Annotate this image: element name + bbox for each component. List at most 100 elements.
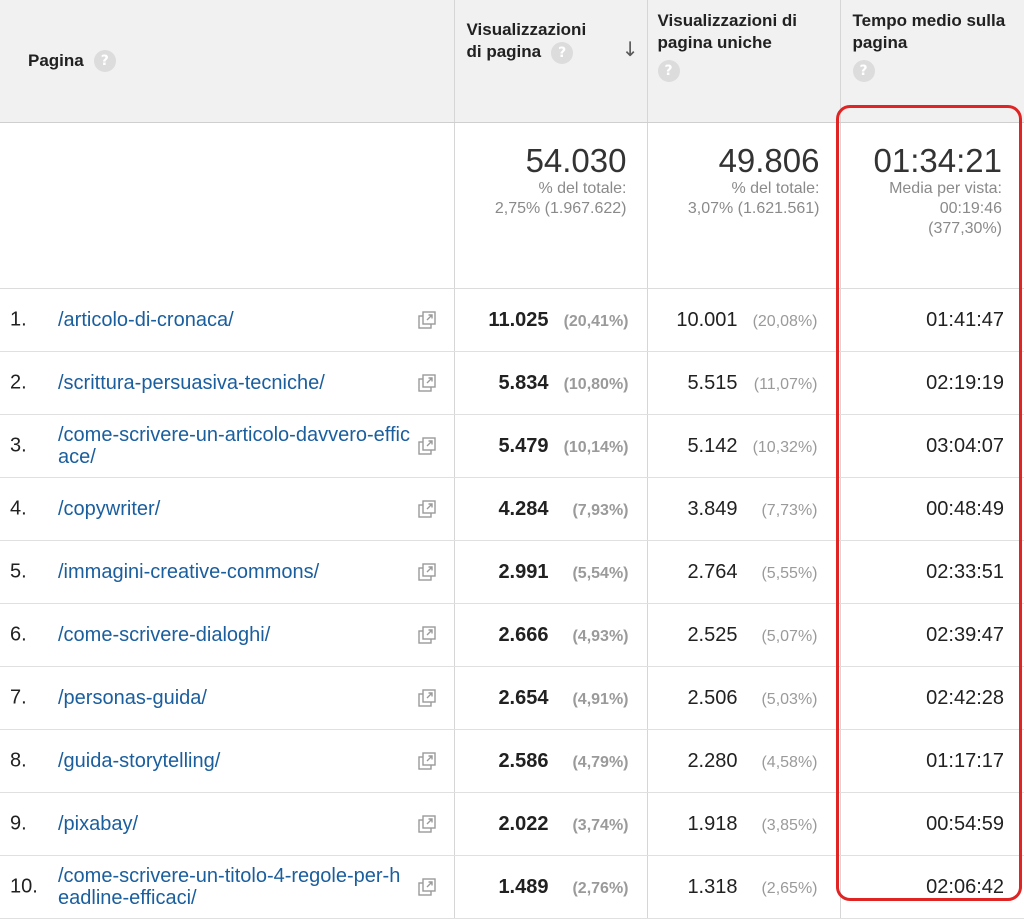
page-link[interactable]: /come-scrivere-dialoghi/ bbox=[58, 624, 271, 646]
avg-time-cell: 01:41:47 bbox=[840, 288, 1024, 352]
unique-pageviews-cell: 1.318 (2,65%) bbox=[647, 855, 841, 919]
column-header-page-label: Pagina bbox=[28, 50, 84, 70]
row-rank: 7. bbox=[10, 686, 27, 709]
pageviews-percent: (2,76%) bbox=[572, 879, 629, 897]
unique-pageviews-value: 1.918 bbox=[687, 812, 738, 835]
pageviews-percent: (20,41%) bbox=[563, 312, 629, 330]
column-header-unique-pageviews[interactable]: Visualizzazioni di pagina uniche ? bbox=[647, 0, 841, 123]
column-header-pageviews-label-1: Visualizzazioni bbox=[466, 20, 587, 39]
unique-pageviews-percent: (7,73%) bbox=[761, 501, 818, 519]
open-in-new-icon[interactable] bbox=[418, 878, 436, 896]
avg-time-value: 03:04:07 bbox=[926, 434, 1004, 457]
unique-pageviews-cell: 2.280 (4,58%) bbox=[647, 729, 841, 793]
table-row: 10. /come-scrivere-un-titolo-4-regole-pe… bbox=[0, 855, 1024, 919]
totals-unique-sub2: 3,07% (1.621.561) bbox=[687, 200, 820, 217]
page-cell: 5. /immagini-creative-commons/ bbox=[0, 540, 455, 604]
unique-pageviews-value: 2.506 bbox=[687, 686, 738, 709]
page-cell: 2. /scrittura-persuasiva-tecniche/ bbox=[0, 351, 455, 415]
open-in-new-icon[interactable] bbox=[418, 752, 436, 770]
help-icon[interactable]: ? bbox=[551, 41, 574, 64]
page-cell: 4. /copywriter/ bbox=[0, 477, 455, 541]
unique-pageviews-percent: (5,07%) bbox=[761, 627, 818, 645]
pageviews-percent: (5,54%) bbox=[572, 564, 629, 582]
page-link[interactable]: /come-scrivere-un-titolo-4-regole-per-he… bbox=[58, 865, 401, 909]
help-icon[interactable]: ? bbox=[93, 50, 116, 73]
unique-pageviews-cell: 1.918 (3,85%) bbox=[647, 792, 841, 856]
page-link[interactable]: /scrittura-persuasiva-tecniche/ bbox=[58, 372, 325, 394]
totals-unique: 49.806 % del totale: 3,07% (1.621.561) bbox=[647, 122, 841, 289]
unique-pageviews-cell: 5.142 (10,32%) bbox=[647, 414, 841, 478]
avg-time-value: 02:19:19 bbox=[926, 371, 1004, 394]
table-row: 7. /personas-guida/ 2.654 (4,91%) 2.506 (5… bbox=[0, 666, 1024, 730]
page-link[interactable]: /articolo-di-cronaca/ bbox=[58, 309, 234, 331]
table-row: 3. /come-scrivere-un-articolo-davvero-ef… bbox=[0, 414, 1024, 478]
row-rank: 4. bbox=[10, 497, 27, 520]
avg-time-cell: 03:04:07 bbox=[840, 414, 1024, 478]
table-row: 5. /immagini-creative-commons/ 2.991 (5,5… bbox=[0, 540, 1024, 604]
unique-pageviews-percent: (5,03%) bbox=[761, 690, 818, 708]
open-in-new-icon[interactable] bbox=[418, 626, 436, 644]
row-rank: 10. bbox=[10, 875, 38, 898]
totals-row: 54.030 % del totale: 2,75% (1.967.622) 4… bbox=[0, 122, 1024, 289]
page-link[interactable]: /come-scrivere-un-articolo-davvero-effic… bbox=[58, 424, 410, 468]
pageviews-value: 4.284 bbox=[498, 497, 549, 520]
avg-time-value: 00:54:59 bbox=[926, 812, 1004, 835]
pageviews-value: 5.479 bbox=[498, 434, 549, 457]
page-link[interactable]: /copywriter/ bbox=[58, 498, 161, 520]
unique-pageviews-percent: (10,32%) bbox=[752, 438, 818, 456]
unique-pageviews-cell: 2.764 (5,55%) bbox=[647, 540, 841, 604]
open-in-new-icon[interactable] bbox=[418, 500, 436, 518]
pageviews-cell: 11.025 (20,41%) bbox=[454, 288, 648, 352]
unique-pageviews-percent: (3,85%) bbox=[761, 816, 818, 834]
pageviews-cell: 2.022 (3,74%) bbox=[454, 792, 648, 856]
unique-pageviews-value: 1.318 bbox=[687, 875, 738, 898]
column-header-pageviews-label-2: di pagina bbox=[466, 42, 542, 61]
column-header-pageviews[interactable]: Visualizzazioni di pagina? ↓ bbox=[454, 0, 648, 123]
help-icon[interactable]: ? bbox=[852, 60, 875, 82]
page-cell: 6. /come-scrivere-dialoghi/ bbox=[0, 603, 455, 667]
table-header-row: Pagina? Visualizzazioni di pagina? ↓ Vis… bbox=[0, 0, 1024, 123]
column-header-page[interactable]: Pagina? bbox=[0, 0, 455, 123]
page-link[interactable]: /pixabay/ bbox=[58, 813, 139, 835]
avg-time-cell: 02:39:47 bbox=[840, 603, 1024, 667]
avg-time-value: 02:42:28 bbox=[926, 686, 1004, 709]
pageviews-percent: (3,74%) bbox=[572, 816, 629, 834]
avg-time-cell: 01:17:17 bbox=[840, 729, 1024, 793]
pageviews-cell: 5.834 (10,80%) bbox=[454, 351, 648, 415]
avg-time-value: 01:41:47 bbox=[926, 308, 1004, 331]
page-cell: 10. /come-scrivere-un-titolo-4-regole-pe… bbox=[0, 855, 455, 919]
page-cell: 1. /articolo-di-cronaca/ bbox=[0, 288, 455, 352]
table-row: 2. /scrittura-persuasiva-tecniche/ 5.834… bbox=[0, 351, 1024, 415]
table-row: 1. /articolo-di-cronaca/ 11.025 (20,41%) … bbox=[0, 288, 1024, 352]
avg-time-value: 00:48:49 bbox=[926, 497, 1004, 520]
page-link[interactable]: /personas-guida/ bbox=[58, 687, 207, 709]
page-link[interactable]: /guida-storytelling/ bbox=[58, 750, 221, 772]
totals-avg-time-value: 01:34:21 bbox=[873, 142, 1002, 179]
help-icon[interactable]: ? bbox=[657, 60, 680, 82]
open-in-new-icon[interactable] bbox=[418, 437, 436, 455]
row-rank: 3. bbox=[10, 434, 27, 457]
avg-time-cell: 02:19:19 bbox=[840, 351, 1024, 415]
page-link[interactable]: /immagini-creative-commons/ bbox=[58, 561, 320, 583]
open-in-new-icon[interactable] bbox=[418, 374, 436, 392]
open-in-new-icon[interactable] bbox=[418, 815, 436, 833]
pageviews-value: 2.022 bbox=[498, 812, 549, 835]
avg-time-cell: 00:48:49 bbox=[840, 477, 1024, 541]
pageviews-percent: (10,14%) bbox=[563, 438, 629, 456]
totals-unique-sub1: % del totale: bbox=[731, 180, 820, 197]
row-rank: 5. bbox=[10, 560, 27, 583]
row-rank: 9. bbox=[10, 812, 27, 835]
avg-time-value: 01:17:17 bbox=[926, 749, 1004, 772]
column-header-avg-time[interactable]: Tempo medio sulla pagina ? bbox=[840, 0, 1024, 123]
open-in-new-icon[interactable] bbox=[418, 689, 436, 707]
totals-pageviews-value: 54.030 bbox=[525, 142, 627, 179]
column-header-unique-label: Visualizzazioni di pagina uniche bbox=[657, 11, 798, 52]
pageviews-value: 5.834 bbox=[498, 371, 549, 394]
totals-avg-time: 01:34:21 Media per vista: 00:19:46 (377,… bbox=[840, 122, 1024, 289]
open-in-new-icon[interactable] bbox=[418, 311, 436, 329]
sort-descending-icon[interactable]: ↓ bbox=[621, 37, 639, 61]
unique-pageviews-cell: 3.849 (7,73%) bbox=[647, 477, 841, 541]
row-rank: 6. bbox=[10, 623, 27, 646]
open-in-new-icon[interactable] bbox=[418, 563, 436, 581]
